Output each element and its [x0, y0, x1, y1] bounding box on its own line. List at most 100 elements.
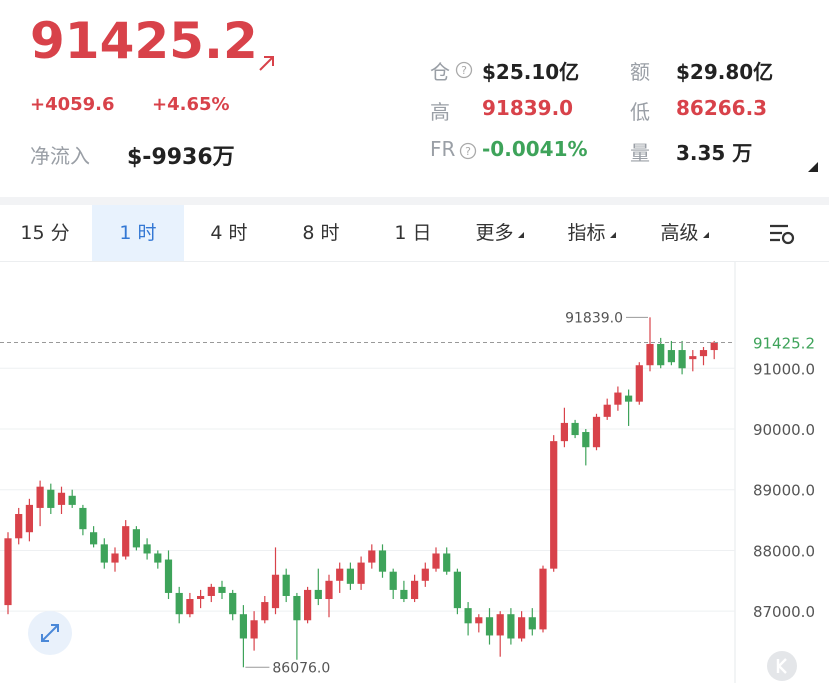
candle-body	[282, 574, 290, 596]
candle-body	[550, 441, 558, 569]
stat-value: $25.10亿	[482, 60, 580, 84]
info-icon[interactable]: ?	[455, 61, 473, 79]
candle-body	[314, 589, 322, 600]
candle-body	[293, 595, 301, 621]
candle-body	[667, 350, 675, 363]
candle-body	[346, 568, 354, 584]
candle-body	[207, 586, 215, 596]
candle-body	[250, 620, 258, 639]
tab[interactable]: 15 分	[20, 222, 70, 244]
stat-label: 额	[630, 60, 650, 84]
candle-body	[15, 514, 23, 539]
stat-value: 3.35 万	[676, 141, 753, 165]
candle-body	[79, 507, 87, 530]
candle-body	[625, 395, 633, 402]
candle-body	[25, 504, 33, 533]
stat-value: -0.0041%	[482, 137, 588, 161]
candle-body	[218, 586, 226, 593]
high-marker-label: 91839.0	[565, 310, 623, 326]
candle-body	[518, 617, 526, 639]
candle-body	[164, 559, 173, 593]
candle-body	[475, 617, 483, 624]
candle-body	[603, 404, 611, 417]
tab[interactable]: 8 时	[302, 222, 340, 244]
candle-body	[678, 350, 686, 369]
stat-label: 仓	[430, 60, 450, 84]
collapse-triangle[interactable]	[806, 160, 820, 174]
candle-body	[699, 350, 708, 357]
tab[interactable]: 高级	[639, 205, 731, 261]
tab[interactable]: 更多	[454, 205, 546, 261]
candle-body	[646, 343, 654, 366]
candle-body	[122, 526, 130, 557]
candle-body	[582, 432, 590, 448]
y-tick-label: 91000.0	[753, 360, 815, 378]
chart: 87000.0 88000.0 89000.0 90000.0 91000.0 91839…	[0, 262, 827, 683]
last-price-box	[737, 331, 827, 354]
last-price-label: 91425.2	[753, 334, 815, 352]
net-inflow: $-9936万	[127, 145, 235, 170]
candle-body	[111, 553, 119, 563]
last-price: 91425.2	[30, 12, 258, 70]
candle-body	[4, 538, 12, 606]
y-tick-label: 87000.0	[753, 603, 815, 621]
tab-bar: 15 分 1 时 4 时 8 时 1 日更多 指标 高级	[0, 197, 829, 262]
candle-body	[304, 589, 312, 621]
candle-body	[57, 492, 66, 505]
tab[interactable]: 4 时	[210, 222, 248, 244]
candle-body	[496, 614, 504, 636]
candle-body	[528, 617, 536, 630]
dropdown-triangle	[517, 232, 524, 238]
candle-body	[432, 553, 440, 569]
back-to-latest-button[interactable]	[767, 651, 797, 681]
candle-body	[710, 342, 718, 351]
candle-body	[571, 422, 579, 436]
candle-body	[560, 422, 568, 442]
candle-body	[453, 571, 461, 609]
tab[interactable]: 1 时	[92, 205, 184, 261]
candle-body	[485, 617, 494, 636]
candle-body	[411, 580, 419, 600]
candle-body	[261, 602, 269, 621]
candle-body	[154, 553, 162, 563]
candle-body	[368, 550, 376, 563]
candle-body	[464, 608, 472, 624]
candle-body	[378, 550, 387, 572]
stat-label: FR	[430, 137, 456, 161]
y-tick-label: 89000.0	[753, 482, 815, 500]
expand-button[interactable]	[28, 611, 72, 655]
candle-body	[443, 553, 451, 572]
candle-body	[68, 495, 76, 505]
candle-body	[229, 592, 237, 615]
dropdown-triangle	[609, 232, 616, 238]
candle-body	[389, 571, 397, 590]
candle-body	[90, 532, 98, 545]
tab[interactable]: 1 日	[394, 222, 432, 244]
price-change-pct: +4.65%	[152, 94, 230, 115]
candle-body	[635, 365, 643, 402]
settings-icon[interactable]	[768, 222, 796, 246]
candle-body	[421, 568, 429, 581]
info-icon[interactable]: ?	[459, 142, 477, 160]
candle-body	[186, 599, 194, 615]
stat-label: 量	[630, 141, 650, 165]
dropdown-triangle	[702, 232, 709, 238]
stat-label: 高	[430, 100, 450, 124]
candle-body	[507, 614, 515, 639]
y-tick-label: 88000.0	[753, 542, 815, 560]
candle-body	[357, 562, 365, 584]
candle-body	[175, 592, 183, 615]
up-arrow-icon	[259, 56, 274, 71]
candle-body	[197, 595, 205, 600]
candle-body	[539, 568, 547, 630]
candle-body	[132, 529, 140, 548]
candle-body	[325, 580, 333, 600]
candle-body	[143, 544, 151, 554]
candle-body	[400, 589, 408, 600]
candle-body	[239, 614, 247, 639]
svg-text:?: ?	[465, 145, 471, 158]
candle-body	[47, 489, 55, 508]
tab[interactable]: 指标	[546, 205, 638, 261]
svg-text:?: ?	[461, 64, 467, 77]
candle-body	[100, 544, 108, 563]
